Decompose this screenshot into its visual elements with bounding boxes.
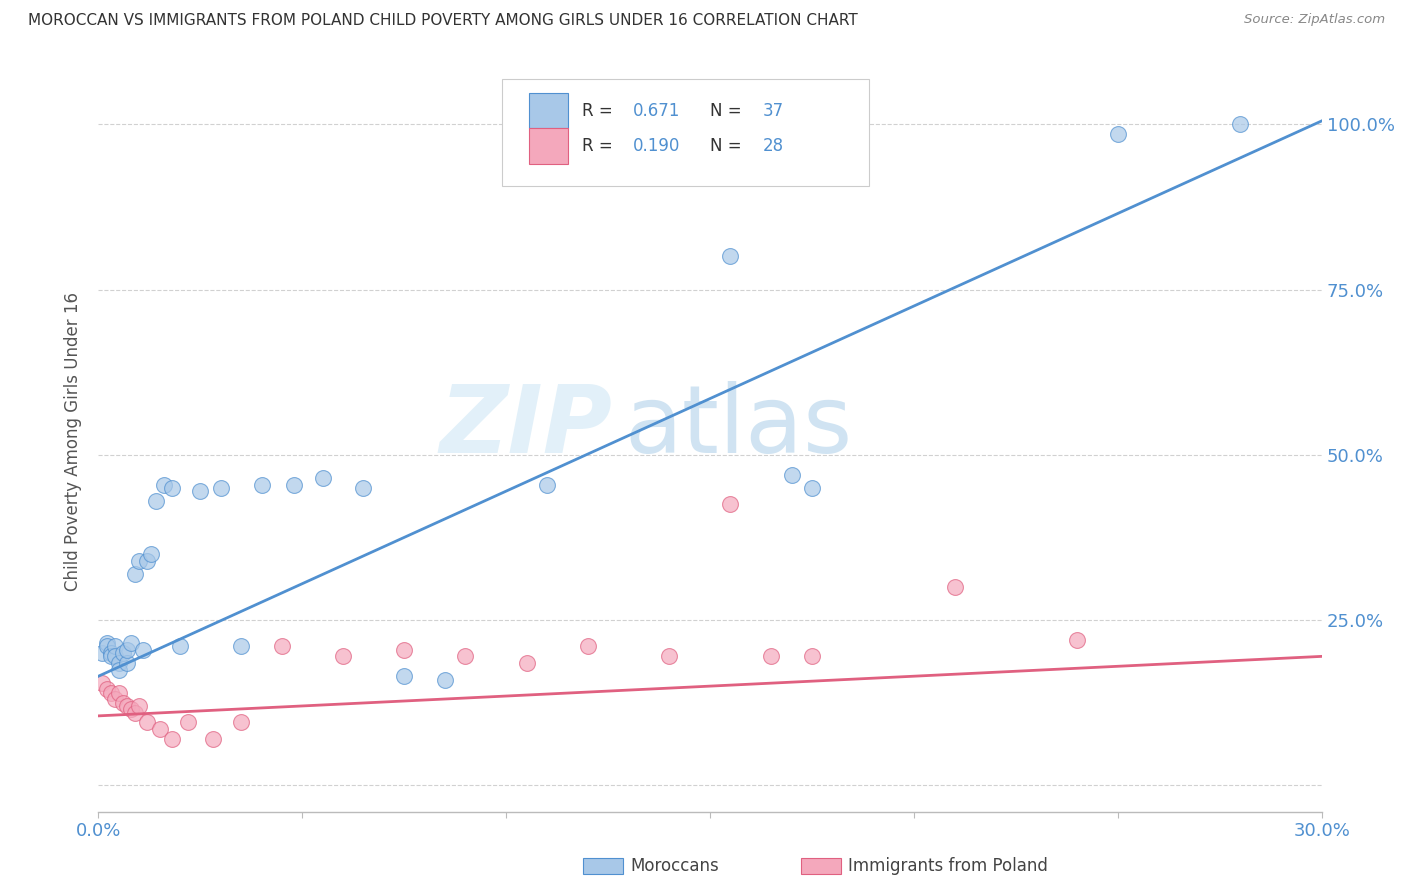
Point (152, 477, 174, 491)
Point (136, 715, 159, 730)
Point (1229, 117, 1251, 131)
Point (91, 646, 114, 660)
FancyBboxPatch shape (502, 78, 869, 186)
Point (108, 656, 131, 670)
Text: ZIP: ZIP (439, 381, 612, 473)
Text: R =: R = (582, 137, 617, 155)
Point (149, 722, 172, 736)
Point (780, 467, 803, 482)
Point (576, 640, 599, 654)
Point (392, 669, 416, 683)
Point (108, 686, 131, 700)
Point (100, 649, 122, 664)
Point (1066, 632, 1088, 647)
FancyBboxPatch shape (529, 128, 568, 164)
Point (120, 702, 142, 716)
Point (209, 481, 232, 495)
Point (100, 686, 122, 700)
Point (231, 640, 253, 654)
Point (720, 250, 742, 264)
FancyBboxPatch shape (529, 93, 568, 128)
Point (128, 698, 150, 713)
Point (108, 663, 131, 677)
Point (96, 636, 118, 650)
Y-axis label: Child Poverty Among Girls Under 16: Child Poverty Among Girls Under 16 (65, 292, 83, 591)
Point (283, 477, 305, 491)
Point (352, 481, 374, 495)
Point (201, 731, 224, 746)
Text: 0.671: 0.671 (633, 102, 681, 120)
Text: R =: R = (582, 102, 617, 120)
Point (141, 547, 163, 561)
Point (250, 477, 273, 491)
Point (100, 646, 122, 660)
Point (658, 649, 681, 664)
Point (231, 715, 253, 730)
Point (332, 649, 354, 664)
Point (1107, 127, 1129, 141)
Point (115, 642, 138, 657)
Text: 37: 37 (762, 102, 783, 120)
Point (392, 642, 416, 657)
Point (160, 481, 183, 495)
Text: 28: 28 (762, 137, 783, 155)
Point (136, 553, 159, 567)
Text: N =: N = (710, 137, 747, 155)
Point (145, 494, 167, 508)
Text: N =: N = (710, 102, 747, 120)
Point (111, 646, 134, 660)
Text: Moroccans: Moroccans (630, 857, 718, 875)
Point (111, 696, 134, 710)
Point (801, 649, 824, 664)
Point (104, 640, 127, 654)
Point (312, 471, 335, 485)
Point (801, 481, 824, 495)
Point (761, 649, 783, 664)
Point (104, 692, 127, 706)
Point (96, 640, 118, 654)
Point (720, 497, 742, 511)
Point (177, 715, 200, 730)
Point (115, 698, 138, 713)
Point (270, 640, 294, 654)
Point (943, 580, 966, 594)
Point (188, 484, 212, 499)
Point (516, 656, 538, 670)
Point (132, 642, 155, 657)
Point (96, 682, 118, 697)
Text: MOROCCAN VS IMMIGRANTS FROM POLAND CHILD POVERTY AMONG GIRLS UNDER 16 CORRELATIO: MOROCCAN VS IMMIGRANTS FROM POLAND CHILD… (28, 13, 858, 29)
Point (128, 553, 150, 567)
Point (536, 477, 558, 491)
Point (120, 636, 142, 650)
Point (169, 640, 191, 654)
Point (124, 706, 146, 720)
Point (434, 673, 457, 687)
Text: Source: ZipAtlas.com: Source: ZipAtlas.com (1244, 13, 1385, 27)
Point (104, 649, 127, 664)
Text: Immigrants from Poland: Immigrants from Poland (848, 857, 1047, 875)
Point (91, 675, 114, 690)
Point (454, 649, 477, 664)
Point (124, 566, 146, 581)
Text: atlas: atlas (624, 381, 852, 473)
Text: 0.190: 0.190 (633, 137, 681, 155)
Point (160, 731, 183, 746)
Point (115, 656, 138, 670)
